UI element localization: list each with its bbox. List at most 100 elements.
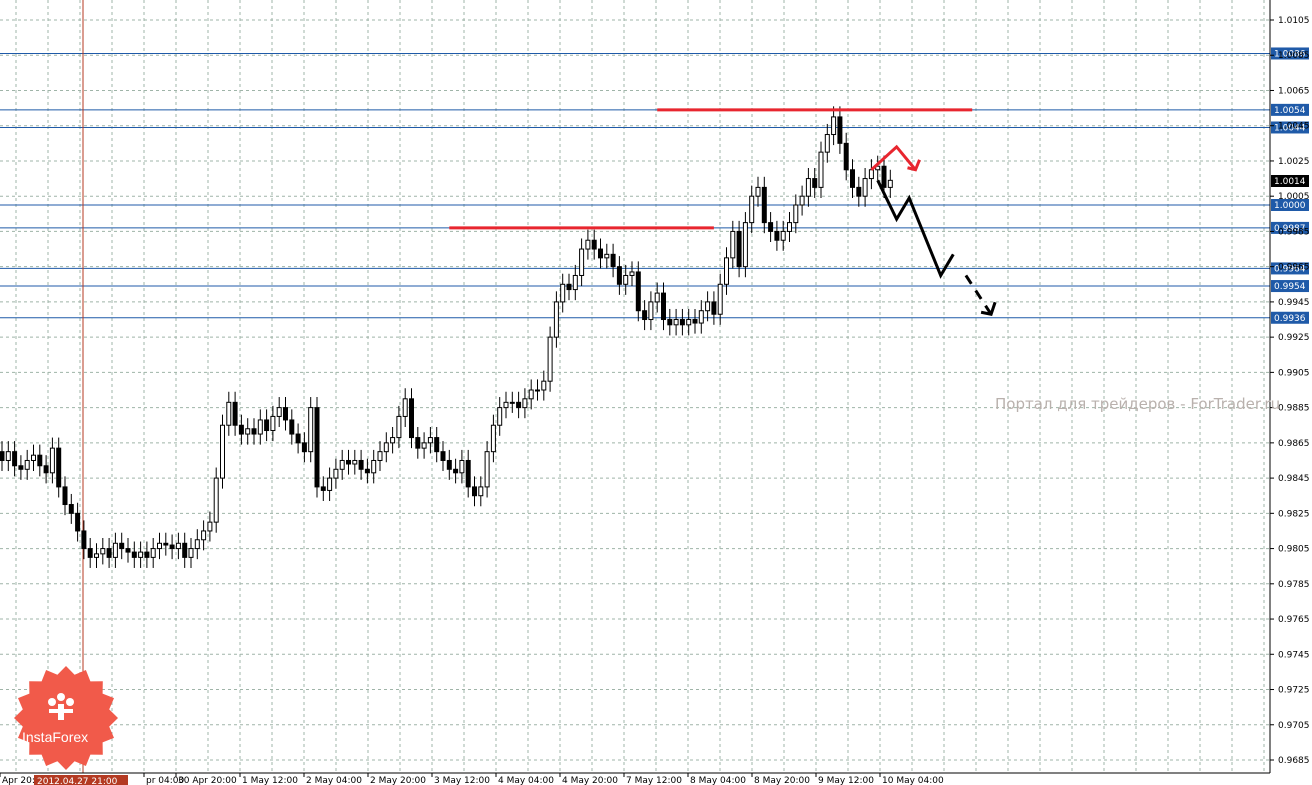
level-price-tag [1271, 103, 1309, 116]
candle-body [692, 319, 698, 324]
candle-body [125, 548, 131, 553]
candle-body [270, 415, 276, 432]
candle-body [850, 169, 855, 188]
candle-body [711, 301, 717, 315]
candle-body [553, 301, 559, 338]
candle-body [579, 248, 585, 276]
candle-body [446, 459, 452, 470]
level-price-tag [1271, 47, 1309, 60]
candle-body [497, 407, 503, 426]
candle-body [157, 542, 162, 550]
candle-body [591, 239, 597, 250]
candle-body [667, 319, 673, 326]
candle-body [610, 253, 616, 268]
signal-red-arrow-head [907, 159, 921, 172]
candle-body [509, 401, 515, 404]
candle-body [516, 401, 522, 409]
candle-body [213, 477, 219, 523]
candle-body [572, 274, 578, 291]
candle-body [94, 553, 99, 558]
candle-body [887, 179, 893, 188]
candle-body [831, 116, 837, 136]
candle-body [856, 186, 862, 197]
watermark-text: Портал для трейдеров - ForTrader.ru [995, 395, 1280, 413]
candle-body [56, 447, 62, 488]
candle-body [799, 195, 805, 206]
price-tick-label: 0.9925 [1278, 333, 1310, 343]
candle-body [194, 539, 200, 550]
candle-body [5, 451, 11, 461]
candle-body [761, 186, 767, 224]
candle-body [717, 283, 723, 315]
candle-body [805, 178, 811, 197]
candle-body [295, 433, 301, 444]
candle-body [421, 442, 427, 449]
price-tick-label: 0.9805 [1278, 545, 1310, 555]
candle-body [793, 204, 799, 224]
candle-body [843, 142, 849, 171]
forecast-arrow-head [980, 301, 997, 316]
time-tick-label: 4 May 04:00 [498, 776, 554, 785]
crosshair-time-flag: 2012.04.27 21:00 [34, 775, 128, 785]
time-tick-label: 10 May 04:00 [882, 776, 944, 785]
price-tick-label: 1.0065 [1278, 86, 1310, 96]
level-price-label: 0.9954 [1274, 282, 1306, 292]
brand-name: InstaForex [22, 729, 88, 745]
candle-body [175, 542, 181, 550]
candle-body [62, 486, 68, 506]
candle-body [560, 283, 566, 303]
candle-body [0, 451, 5, 461]
level-price-tag [1271, 280, 1309, 293]
level-price-label: 0.9987 [1274, 224, 1306, 234]
candle-body [358, 459, 364, 470]
price-tick-label: 1.0105 [1278, 16, 1310, 26]
time-tick-label: 2 May 04:00 [306, 776, 362, 785]
candle-body [868, 169, 874, 180]
price-tick-label: 0.9705 [1278, 721, 1310, 731]
candle-body [49, 447, 55, 474]
price-tick-label: 0.9905 [1278, 368, 1310, 378]
candle-body [182, 542, 188, 558]
price-tick-label: 0.9685 [1278, 756, 1310, 766]
candle-body [623, 274, 629, 285]
price-tick-label: 0.9945 [1278, 298, 1310, 308]
level-price-label: 1.0086 [1274, 49, 1306, 59]
candle-body [276, 407, 282, 417]
candle-body [327, 477, 333, 491]
candle-body [629, 271, 635, 276]
candle-body [698, 310, 704, 324]
candle-body [472, 486, 477, 497]
candle-body [837, 116, 843, 144]
candle-body [106, 548, 112, 558]
level-price-tag [1271, 221, 1309, 234]
candle-body [364, 468, 370, 474]
candle-body [81, 530, 87, 550]
crosshair-time-label: 2012.04.27 21:00 [37, 777, 118, 785]
candle-body [415, 437, 421, 449]
candle-body [459, 459, 465, 474]
instaforex-badge: InstaForex [14, 666, 118, 770]
time-tick-label: Apr 20:00 [2, 776, 47, 785]
candle-body [138, 551, 144, 558]
candle-body [774, 230, 780, 241]
candle-body [440, 451, 446, 461]
candle-body [465, 459, 471, 488]
candle-body [875, 165, 881, 171]
level-price-tag [1271, 199, 1309, 211]
candle-body [566, 283, 572, 291]
candle-body [201, 530, 207, 541]
price-tick-label: 0.9725 [1278, 686, 1310, 696]
candle-body [686, 319, 692, 326]
candle-body [37, 454, 43, 467]
candle-body [547, 336, 553, 382]
time-tick-label: 1 May 12:00 [242, 776, 298, 785]
level-price-tag [1271, 262, 1309, 275]
time-tick-label: 2 May 20:00 [370, 776, 426, 785]
candle-body [87, 548, 93, 558]
candle-body [232, 401, 238, 426]
level-price-tag [1271, 311, 1309, 324]
candle-body [409, 398, 414, 439]
time-tick-label: 9 May 12:00 [818, 776, 874, 785]
candle-body [301, 442, 307, 453]
candle-body [396, 415, 402, 439]
